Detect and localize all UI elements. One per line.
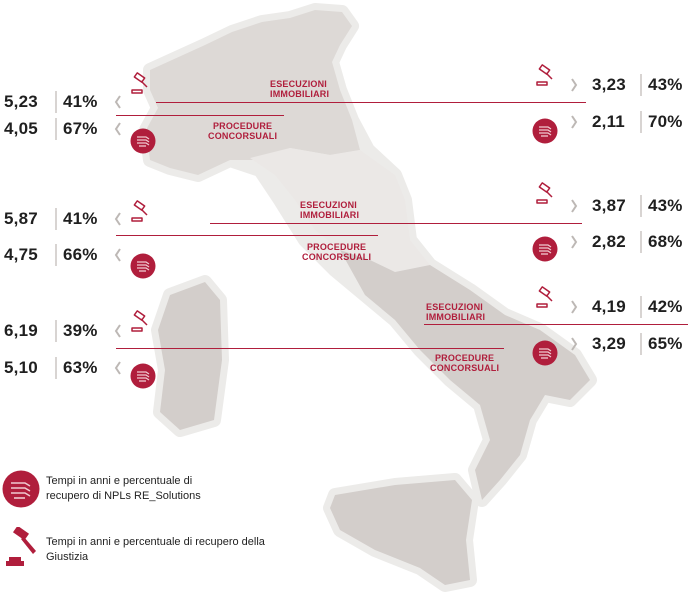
separator <box>55 357 57 379</box>
line-north-procedure <box>116 115 284 117</box>
gavel-icon <box>131 310 148 332</box>
south-left-nrs-years: 5,10 <box>4 358 38 377</box>
north-right-giustizia-pct: 43% <box>648 75 683 94</box>
separator <box>640 195 642 217</box>
center-left-giustizia-pct: 41% <box>63 209 98 228</box>
separator <box>640 111 642 133</box>
chevron-left-icon <box>114 248 121 262</box>
south-right-giustizia-years: 4,19 <box>592 297 626 316</box>
gavel-icon <box>131 72 148 94</box>
chevron-left-icon <box>114 122 121 136</box>
map-center <box>250 148 430 272</box>
gavel-icon <box>536 182 553 204</box>
north-procedure-label: PROCEDURE CONCORSUALI <box>208 121 278 141</box>
south-procedure-label: PROCEDURE CONCORSUALI <box>430 353 500 373</box>
gavel-icon <box>536 286 553 308</box>
center-right-nrs-pct: 68% <box>648 232 683 251</box>
map-south <box>340 250 590 500</box>
chevron-right-icon <box>571 300 578 314</box>
north-left-nrs-pct: 67% <box>63 119 98 138</box>
south-esecuzioni-label: ESECUZIONI IMMOBILIARI <box>426 302 486 322</box>
center-procedure-label: PROCEDURE CONCORSUALI <box>302 242 372 262</box>
chevron-right-icon <box>571 337 578 351</box>
separator <box>55 91 57 113</box>
gavel-icon <box>536 64 553 86</box>
coin-stack-icon <box>532 236 558 262</box>
separator <box>55 244 57 266</box>
south-left-giustizia-years: 6,19 <box>4 321 38 340</box>
center-left-nrs-pct: 66% <box>63 245 98 264</box>
line-south-esecuzioni <box>424 324 688 326</box>
chevron-right-icon <box>571 115 578 129</box>
north-left-giustizia-pct: 41% <box>63 92 98 111</box>
separator <box>55 208 57 230</box>
separator <box>640 296 642 318</box>
line-center-procedure <box>116 235 378 237</box>
chevron-left-icon <box>114 324 121 338</box>
separator <box>640 74 642 96</box>
north-left-nrs-years: 4,05 <box>4 119 38 138</box>
coin-stack-icon <box>130 128 156 154</box>
north-right-giustizia-years: 3,23 <box>592 75 626 94</box>
line-south-procedure <box>116 348 504 350</box>
center-left-nrs-years: 4,75 <box>4 245 38 264</box>
separator <box>640 231 642 253</box>
coin-stack-icon <box>130 253 156 279</box>
map-sardinia <box>158 282 222 430</box>
center-right-giustizia-pct: 43% <box>648 196 683 215</box>
north-left-giustizia-years: 5,23 <box>4 92 38 111</box>
south-left-nrs-pct: 63% <box>63 358 98 377</box>
north-esecuzioni-label: ESECUZIONI IMMOBILIARI <box>270 79 330 99</box>
center-esecuzioni-label: ESECUZIONI IMMOBILIARI <box>300 200 360 220</box>
south-right-nrs-pct: 65% <box>648 334 683 353</box>
line-center-esecuzioni <box>210 223 582 225</box>
center-left-giustizia-years: 5,87 <box>4 209 38 228</box>
line-north-esecuzioni <box>156 102 586 104</box>
chevron-left-icon <box>114 212 121 226</box>
legend-nrs-text: Tempi in anni e percentuale di recupero … <box>46 475 201 502</box>
south-right-nrs-years: 3,29 <box>592 334 626 353</box>
legend-coin-stack-icon <box>2 470 40 508</box>
separator <box>55 118 57 140</box>
north-right-nrs-pct: 70% <box>648 112 683 131</box>
separator <box>640 333 642 355</box>
chevron-right-icon <box>571 78 578 92</box>
chevron-left-icon <box>114 361 121 375</box>
separator <box>55 320 57 342</box>
legend-gavel-icon <box>6 527 36 566</box>
center-right-nrs-years: 2,82 <box>592 232 626 251</box>
map-north <box>146 10 360 175</box>
map-sicily <box>330 480 472 585</box>
chevron-right-icon <box>571 199 578 213</box>
coin-stack-icon <box>532 340 558 366</box>
coin-stack-icon <box>130 363 156 389</box>
coin-stack-icon <box>532 118 558 144</box>
south-left-giustizia-pct: 39% <box>63 321 98 340</box>
gavel-icon <box>131 200 148 222</box>
south-right-giustizia-pct: 42% <box>648 297 683 316</box>
legend-giustizia-text: Tempi in anni e percentuale di recupero … <box>46 536 265 563</box>
chevron-left-icon <box>114 95 121 109</box>
chevron-right-icon <box>571 235 578 249</box>
center-right-giustizia-years: 3,87 <box>592 196 626 215</box>
north-right-nrs-years: 2,11 <box>592 112 625 131</box>
